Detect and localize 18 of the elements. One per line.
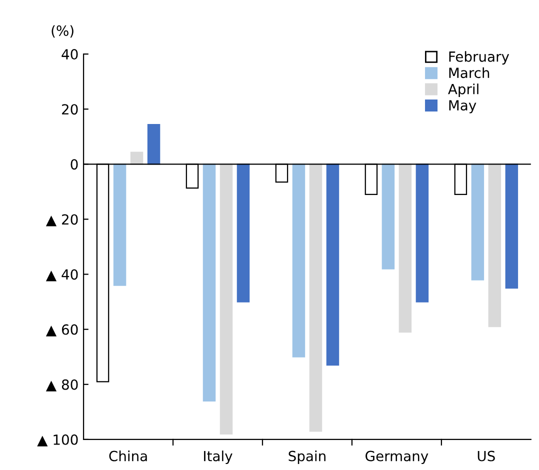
x-tick-label: China xyxy=(109,450,147,462)
y-tick-label: ▲ 80 xyxy=(46,379,78,392)
y-tick-label: ▲ 60 xyxy=(46,324,78,336)
x-tick-label: Spain xyxy=(288,450,326,464)
y-tick-label: 40 xyxy=(62,49,78,60)
legend-label: February xyxy=(449,51,510,65)
x-tick-label: Italy xyxy=(204,450,232,464)
y-axis-title: (%) xyxy=(52,25,74,38)
y-tick-label: 0 xyxy=(70,159,78,170)
legend-label: May xyxy=(449,100,476,114)
legend-label: April xyxy=(448,84,478,98)
y-tick-label: ▲ 100 xyxy=(37,434,78,446)
y-tick-label: 20 xyxy=(62,104,78,115)
x-tick-label: Germany xyxy=(366,450,428,464)
y-tick-label: ▲ 20 xyxy=(46,214,78,226)
legend-label: March xyxy=(449,67,490,78)
x-tick-label: US xyxy=(478,450,495,462)
y-tick-label: ▲ 40 xyxy=(46,269,78,282)
